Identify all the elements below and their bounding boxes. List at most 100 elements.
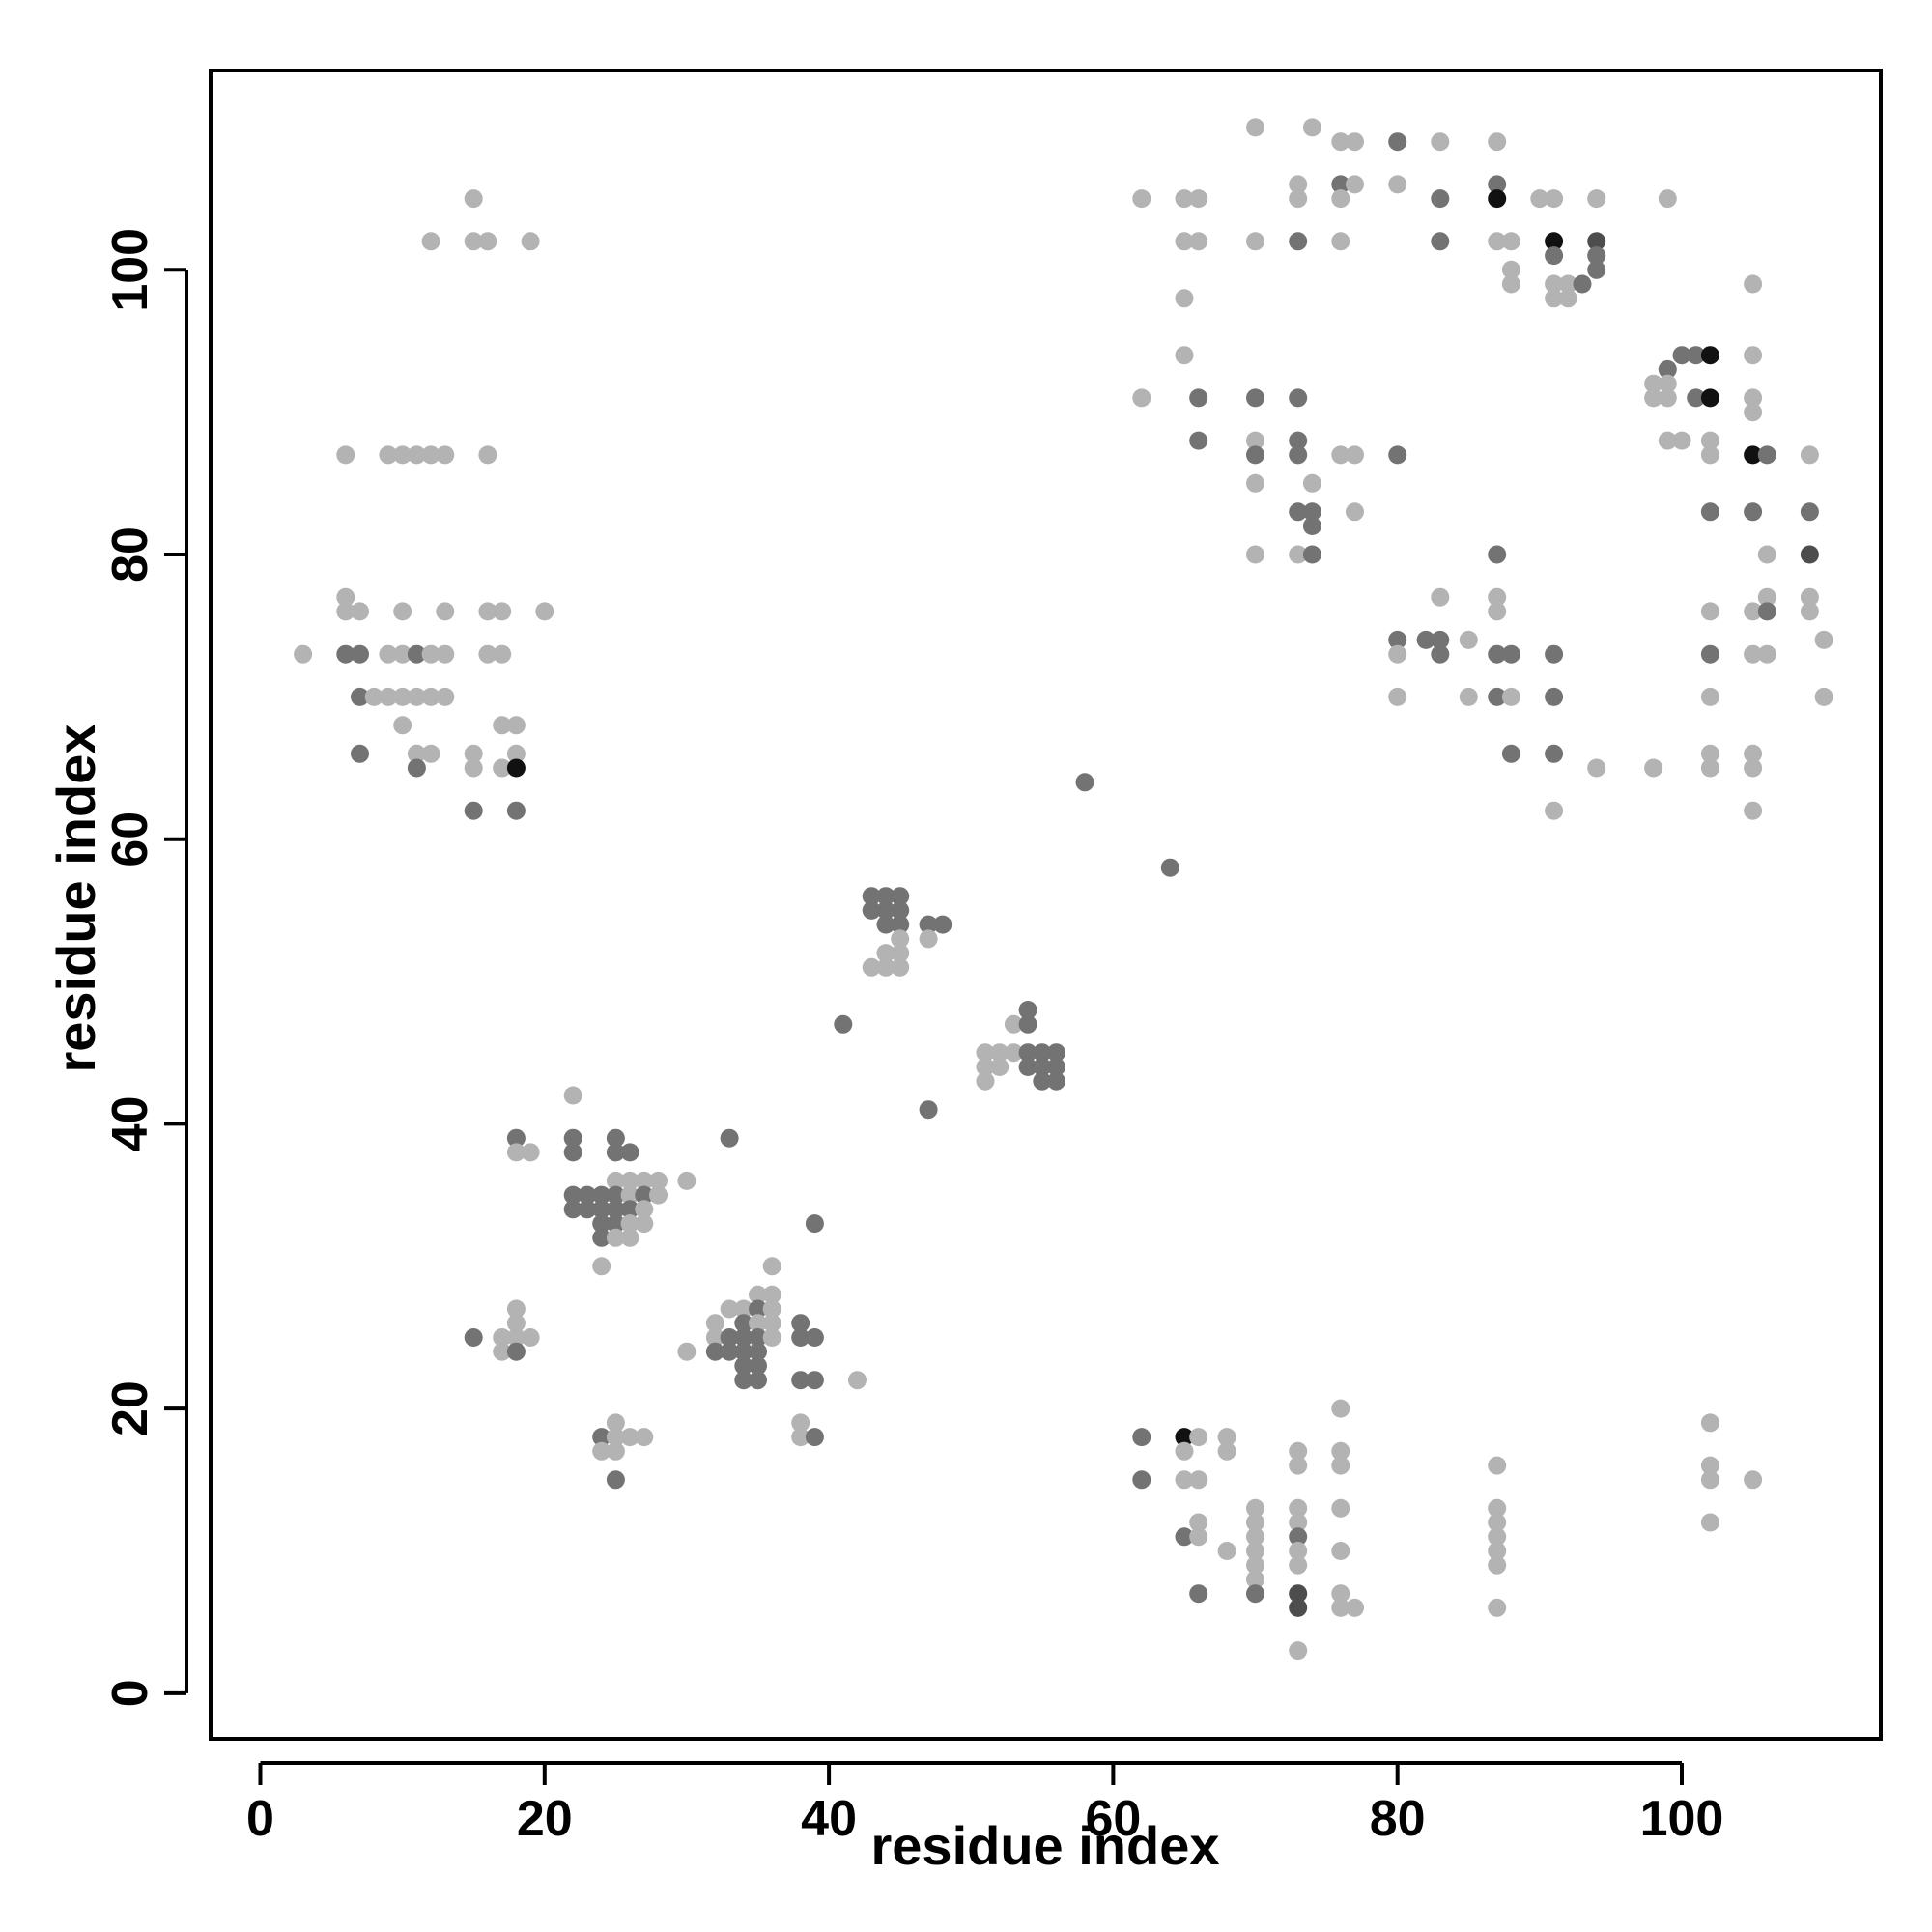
data-point: [1545, 246, 1564, 266]
data-point: [1047, 1043, 1065, 1063]
data-point: [1388, 630, 1407, 649]
data-point: [1302, 118, 1321, 137]
data-point: [876, 887, 895, 906]
data-point: [1459, 630, 1478, 649]
data-point: [1033, 1043, 1052, 1063]
data-point: [1545, 232, 1564, 251]
data-point: [805, 1214, 824, 1234]
data-point: [506, 758, 526, 778]
data-point: [1700, 431, 1719, 450]
data-point: [705, 1314, 724, 1333]
data-point: [1700, 744, 1719, 763]
data-point: [578, 1200, 597, 1219]
data-point: [421, 445, 440, 465]
data-point: [749, 1356, 767, 1376]
data-point: [919, 929, 938, 949]
data-point: [1501, 274, 1520, 294]
data-point: [1346, 175, 1364, 194]
data-point: [1431, 189, 1450, 209]
data-point: [506, 1342, 526, 1361]
data-point: [436, 445, 455, 465]
data-point: [1289, 1527, 1308, 1547]
data-point: [1331, 1542, 1350, 1560]
data-point: [649, 1185, 668, 1205]
data-point: [592, 1200, 611, 1219]
data-point: [1800, 602, 1819, 621]
data-point: [563, 1185, 582, 1205]
data-point: [1700, 1513, 1719, 1532]
data-point: [1289, 1456, 1308, 1475]
data-point: [1331, 1399, 1350, 1418]
data-point: [1744, 744, 1763, 763]
data-point: [1658, 189, 1677, 209]
data-point: [1700, 758, 1719, 778]
data-point: [1488, 644, 1507, 664]
data-point: [1545, 189, 1564, 209]
data-point: [563, 1086, 582, 1105]
data-point: [379, 445, 398, 465]
data-point: [1501, 260, 1520, 279]
data-point: [1545, 744, 1564, 763]
data-point: [620, 1200, 639, 1219]
data-point: [1488, 175, 1507, 194]
data-point: [1217, 1428, 1236, 1447]
data-point: [493, 1342, 512, 1361]
data-point: [1160, 858, 1179, 877]
data-point: [1744, 403, 1763, 422]
data-point: [762, 1328, 781, 1347]
data-point: [351, 744, 369, 763]
data-point: [1132, 1470, 1151, 1490]
data-point: [1744, 502, 1763, 522]
data-point: [393, 602, 412, 621]
data-point: [1700, 1456, 1719, 1475]
data-point: [1757, 587, 1776, 607]
data-point: [1587, 260, 1606, 279]
data-point: [1331, 1456, 1350, 1475]
data-point: [1289, 1513, 1308, 1532]
data-point: [1488, 687, 1507, 706]
x-axis: 0 20 40 60 80 100: [246, 1761, 1723, 1847]
data-point: [635, 1428, 654, 1447]
data-point: [805, 1428, 824, 1447]
data-point: [1331, 189, 1350, 209]
data-point: [393, 716, 412, 735]
data-point: [635, 1185, 654, 1205]
data-point: [1587, 189, 1606, 209]
data-point: [1687, 388, 1706, 408]
data-point: [351, 644, 369, 664]
data-point: [606, 1214, 625, 1234]
data-point: [364, 687, 384, 706]
data-point: [1388, 132, 1407, 152]
plot-frame: [209, 69, 1883, 1741]
data-point: [407, 744, 426, 763]
data-point: [834, 1014, 853, 1034]
data-point: [1047, 1058, 1065, 1076]
data-point: [493, 1328, 512, 1347]
data-point: [1658, 359, 1677, 379]
data-point: [1388, 687, 1407, 706]
data-point: [749, 1342, 767, 1361]
data-point: [1757, 445, 1776, 465]
data-point: [1744, 445, 1763, 465]
data-point: [620, 1228, 639, 1247]
data-point: [506, 744, 526, 763]
data-point: [606, 1228, 625, 1247]
data-point: [493, 602, 512, 621]
x-tick-label: 60: [1085, 1791, 1141, 1847]
data-point: [1004, 1014, 1023, 1034]
data-point: [762, 1257, 781, 1276]
data-point: [1744, 758, 1763, 778]
data-point: [493, 758, 512, 778]
data-point: [1331, 445, 1350, 465]
data-point: [464, 744, 483, 763]
data-point: [791, 1328, 810, 1347]
data-point: [1800, 445, 1819, 465]
data-point: [506, 1314, 526, 1333]
data-point: [606, 1428, 625, 1447]
data-point: [563, 1143, 582, 1162]
data-point: [734, 1356, 753, 1376]
data-point: [1132, 1428, 1151, 1447]
data-point: [1018, 1001, 1037, 1019]
data-point: [990, 1058, 1009, 1076]
data-point: [393, 445, 412, 465]
